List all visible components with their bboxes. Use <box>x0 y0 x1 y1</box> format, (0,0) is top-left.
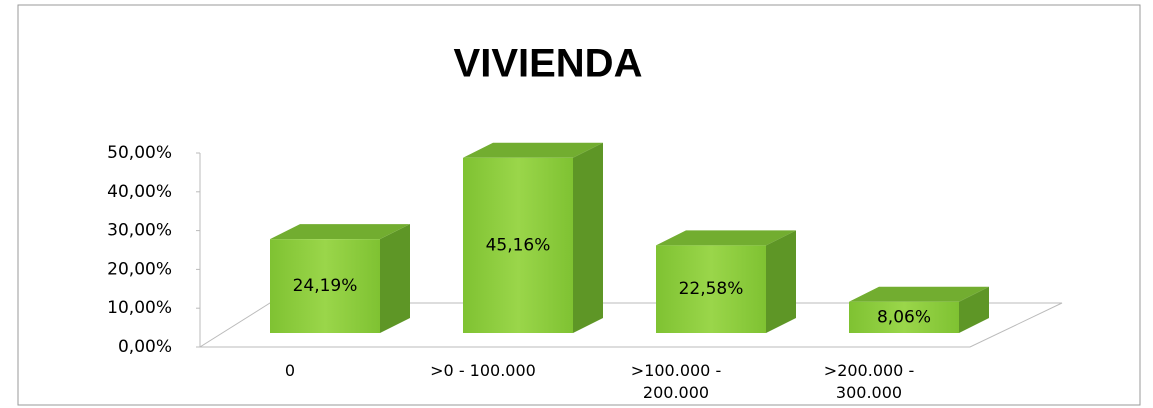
value-label: 45,16% <box>486 235 551 255</box>
bar-front <box>270 239 380 333</box>
bar-side <box>959 286 989 333</box>
y-tick-label: 0,00% <box>118 337 172 357</box>
value-label: 24,19% <box>293 276 358 296</box>
bar-top <box>849 286 989 302</box>
bar-side <box>573 142 603 333</box>
y-tick-label: 10,00% <box>107 298 172 318</box>
bar-top <box>656 230 796 246</box>
bar-top <box>270 224 410 240</box>
x-tick-label: >100.000 - 200.000 <box>630 361 722 402</box>
bar <box>270 224 410 333</box>
x-tick-label: >200.000 - 300.000 <box>823 361 915 402</box>
x-tick-label: 0 <box>284 361 296 380</box>
bar <box>656 230 796 333</box>
x-tick-label: >0 - 100.000 <box>430 361 536 380</box>
value-label: 22,58% <box>679 279 744 299</box>
floor <box>198 302 1063 348</box>
y-tick-label: 40,00% <box>107 182 172 202</box>
chart-border <box>17 4 1141 406</box>
y-tick-label: 50,00% <box>107 143 172 163</box>
bar-side <box>380 224 410 333</box>
value-label: 8,06% <box>877 307 931 327</box>
bar-top <box>463 142 603 158</box>
chart-title: VIVIENDA <box>454 42 643 86</box>
bar-side <box>766 230 796 333</box>
bar <box>849 286 989 333</box>
y-tick-label: 20,00% <box>107 259 172 279</box>
bar-front <box>656 245 766 333</box>
bar-front <box>463 157 573 333</box>
y-tick-label: 30,00% <box>107 221 172 241</box>
bar-front <box>849 301 959 333</box>
bar <box>463 142 603 333</box>
